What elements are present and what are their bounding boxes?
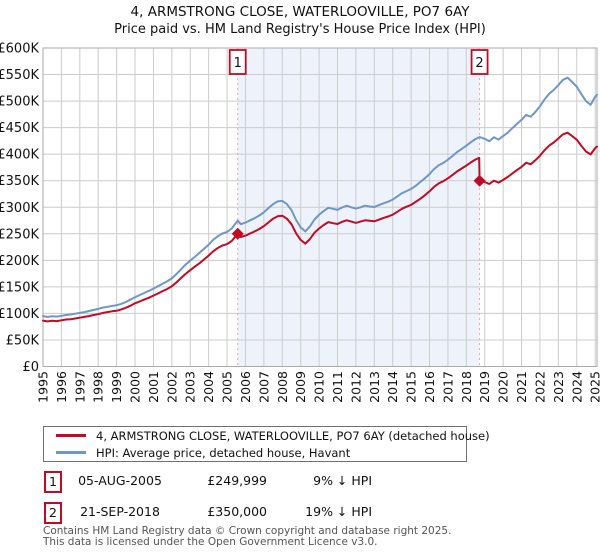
sale-marker-box [228,49,247,75]
page-subtitle: Price paid vs. HM Land Registry's House … [114,22,486,37]
x-axis-tick-label: 2006 [238,371,253,403]
transaction-row-2: 2 21-SEP-2018 £350,000 19% ↓ HPI [0,502,600,524]
x-axis-tick-label: 2013 [367,371,382,403]
x-axis-tick-label: 2019 [477,371,492,403]
y-axis-tick-label: £500K [0,95,39,110]
x-axis-tick-label: 1995 [36,371,51,403]
x-axis-tick-label: 1999 [109,371,124,403]
transaction-1-price: £249,999 [207,473,267,488]
x-axis-tick-label: 2004 [201,371,216,403]
y-axis-tick-label: £300K [0,201,39,216]
page-title: 4, ARMSTRONG CLOSE, WATERLOOVILLE, PO7 6… [130,4,470,20]
x-axis-tick-label: 2020 [496,371,511,403]
transaction-2-marker: 2 [44,502,62,524]
sale-point-diamond [231,227,244,240]
x-axis-tick-label: 2014 [385,371,400,403]
plot-border [42,47,598,367]
transaction-1-marker: 1 [44,471,62,493]
chart-legend: 4, ARMSTRONG CLOSE, WATERLOOVILLE, PO7 6… [43,426,490,462]
legend-label-property: 4, ARMSTRONG CLOSE, WATERLOOVILLE, PO7 6… [96,428,490,443]
x-axis-tick-label: 2000 [128,371,143,403]
y-axis-tick-label: £100K [0,307,39,322]
copyright-line-2: This data is licensed under the Open Gov… [43,536,378,548]
legend-item-property: 4, ARMSTRONG CLOSE, WATERLOOVILLE, PO7 6… [44,429,490,443]
y-axis-tick-label: £550K [0,68,39,83]
transaction-2-date: 21-SEP-2018 [80,504,160,519]
x-axis-tick-label: 2003 [183,371,198,403]
y-axis-tick-label: £400K [0,148,39,163]
sale-marker-box [470,49,489,75]
y-axis-tick-label: £50K [6,333,40,348]
hpi-line-swatch [56,451,86,454]
y-axis-tick-label: £600K [0,42,39,57]
x-axis-tick-label: 2023 [551,371,566,403]
x-axis-tick-label: 2016 [422,371,437,403]
property-line-swatch [56,434,86,437]
hpi-line [42,76,598,318]
y-axis-tick-label: £450K [0,121,39,136]
transaction-1-date: 05-AUG-2005 [78,473,162,488]
transaction-1-hpi-diff: 9% ↓ HPI [313,473,372,488]
x-axis-tick-label: 2018 [459,371,474,403]
x-axis-tick-label: 1998 [91,371,106,403]
y-axis-tick-label: £0 [22,360,39,375]
x-axis-tick-label: 2009 [293,371,308,403]
y-axis-tick-label: £250K [0,227,39,242]
x-axis-tick-label: 2002 [164,371,179,403]
x-axis-tick-label: 2024 [569,371,584,403]
legend-item-hpi: HPI: Average price, detached house, Hava… [44,446,466,460]
property-price-line [42,131,598,323]
x-axis-tick-label: 1997 [72,371,87,403]
copyright-line-1: Contains HM Land Registry data © Crown c… [43,525,452,537]
transaction-row-1: 1 05-AUG-2005 £249,999 9% ↓ HPI [0,471,600,493]
x-axis-tick-label: 2017 [440,371,455,403]
x-axis-tick-label: 2008 [275,371,290,403]
price-history-chart: 1 2 £0 £50K £100K £150K £200K £250K £300K £350K £4… [0,42,600,403]
y-axis-tick-label: £150K [0,280,39,295]
x-axis-tick-label: 1996 [54,371,69,403]
x-axis-tick-label: 2007 [256,371,271,403]
x-axis-tick-label: 2010 [312,371,327,403]
x-axis-tick-label: 2005 [220,371,235,403]
transaction-2-hpi-diff: 19% ↓ HPI [305,504,372,519]
x-axis-tick-label: 2011 [330,371,345,403]
x-axis-tick-label: 2015 [404,371,419,403]
y-axis-tick-label: £200K [0,254,39,269]
x-axis-tick-label: 2012 [348,371,363,403]
x-axis-tick-label: 2021 [514,371,529,403]
sale-point-diamond [473,174,486,187]
copyright-footer: Contains HM Land Registry data © Crown c… [43,526,583,548]
x-axis-tick-label: 2022 [532,371,547,403]
x-axis-tick-label: 2001 [146,371,161,403]
sale-marker-label: 1 [234,56,242,71]
transaction-2-price: £350,000 [207,504,267,519]
legend-label-hpi: HPI: Average price, detached house, Hava… [96,445,351,460]
x-axis-tick-label: 2025 [588,371,600,403]
sale-marker-label: 2 [475,56,483,71]
y-axis-tick-label: £350K [0,174,39,189]
